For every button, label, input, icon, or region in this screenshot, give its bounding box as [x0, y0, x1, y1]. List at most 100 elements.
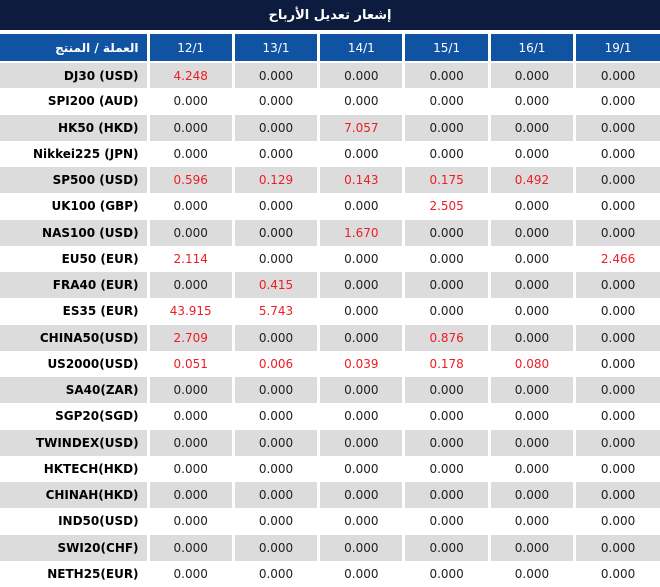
product-cell: NAS100 (USD) [0, 219, 149, 246]
product-cell: Nikkei225 (JPN) [0, 140, 149, 167]
product-cell: DJ30 (USD) [0, 62, 149, 89]
product-cell: UK100 (GBP) [0, 193, 149, 220]
value-cell: 0.000 [487, 482, 575, 509]
table-row: TWINDEX(USD) 0.000 0.000 0.000 0.000 0.000 0.0… [0, 429, 660, 456]
value-cell: 7.057 [317, 114, 404, 141]
value-cell: 0.129 [231, 167, 319, 194]
value-cell: 0.000 [573, 560, 660, 587]
value-cell: 0.000 [231, 88, 319, 115]
value-cell: 0.000 [573, 350, 660, 377]
table-row: FRA40 (EUR) 0.000 0.415 0.000 0.000 0.000 0.00… [0, 272, 660, 299]
value-cell: 0.000 [573, 324, 660, 351]
value-cell: 0.000 [146, 219, 234, 246]
value-cell: 0.000 [317, 560, 404, 587]
value-cell: 0.143 [317, 167, 404, 194]
value-cell: 0.000 [402, 377, 490, 404]
value-cell: 0.000 [146, 534, 234, 561]
value-cell: 0.000 [487, 62, 575, 89]
value-cell: 0.000 [231, 140, 319, 167]
value-cell: 0.000 [487, 193, 575, 220]
table-row: SPI200 (AUD) 0.000 0.000 0.000 0.000 0.000 0.0… [0, 88, 660, 115]
value-cell: 0.000 [402, 219, 490, 246]
product-cell: HK50 (HKD) [0, 114, 149, 141]
value-cell: 0.000 [231, 482, 319, 509]
value-cell: 0.000 [146, 140, 234, 167]
value-cell: 0.000 [317, 534, 404, 561]
value-cell: 0.000 [487, 377, 575, 404]
value-cell: 0.000 [402, 534, 490, 561]
value-cell: 0.000 [573, 140, 660, 167]
value-cell: 2.114 [146, 245, 234, 272]
product-cell: FRA40 (EUR) [0, 272, 149, 299]
date-column-header: 19/1 [573, 34, 660, 63]
value-cell: 0.000 [402, 298, 490, 325]
value-cell: 0.000 [231, 114, 319, 141]
product-cell: EU50 (EUR) [0, 245, 149, 272]
value-cell: 0.000 [146, 482, 234, 509]
value-cell: 0.000 [573, 114, 660, 141]
table-body: DJ30 (USD) 4.248 0.000 0.000 0.000 0.000 0.000… [0, 62, 660, 587]
product-cell: CHINAH(HKD) [0, 482, 149, 509]
table-row: Nikkei225 (JPN) 0.000 0.000 0.000 0.000 0.000… [0, 140, 660, 167]
value-cell: 0.492 [487, 167, 575, 194]
table-row: SP500 (USD) 0.596 0.129 0.143 0.175 0.492 0.00… [0, 167, 660, 194]
date-column-header: 15/1 [402, 34, 490, 63]
value-cell: 0.000 [573, 193, 660, 220]
value-cell: 0.000 [146, 455, 234, 482]
value-cell: 0.000 [146, 377, 234, 404]
value-cell: 0.000 [573, 508, 660, 535]
value-cell: 2.709 [146, 324, 234, 351]
value-cell: 0.000 [317, 403, 404, 430]
value-cell: 0.000 [487, 298, 575, 325]
product-cell: SGP20(SGD) [0, 403, 149, 430]
value-cell: 0.000 [487, 455, 575, 482]
value-cell: 0.000 [317, 88, 404, 115]
value-cell: 0.000 [146, 560, 234, 587]
value-cell: 0.000 [573, 62, 660, 89]
value-cell: 0.000 [487, 88, 575, 115]
date-column-header: 13/1 [231, 34, 319, 63]
value-cell: 0.000 [487, 272, 575, 299]
value-cell: 0.000 [317, 324, 404, 351]
value-cell: 0.000 [402, 508, 490, 535]
value-cell: 43.915 [146, 298, 234, 325]
value-cell: 0.000 [231, 62, 319, 89]
table-row: IND50(USD) 0.000 0.000 0.000 0.000 0.000 0.000 [0, 508, 660, 535]
value-cell: 0.178 [402, 350, 490, 377]
value-cell: 0.000 [317, 62, 404, 89]
value-cell: 0.000 [573, 403, 660, 430]
value-cell: 0.000 [573, 88, 660, 115]
value-cell: 0.000 [317, 298, 404, 325]
value-cell: 0.000 [146, 272, 234, 299]
value-cell: 0.000 [231, 534, 319, 561]
date-column-header: 16/1 [487, 34, 575, 63]
table-row: SA40(ZAR) 0.000 0.000 0.000 0.000 0.000 0.000 [0, 377, 660, 404]
table-row: SGP20(SGD) 0.000 0.000 0.000 0.000 0.000 0.000 [0, 403, 660, 430]
value-cell: 0.000 [317, 245, 404, 272]
value-cell: 0.000 [402, 429, 490, 456]
value-cell: 0.000 [231, 324, 319, 351]
table-row: DJ30 (USD) 4.248 0.000 0.000 0.000 0.000 0.000 [0, 62, 660, 89]
value-cell: 0.000 [231, 193, 319, 220]
value-cell: 0.051 [146, 350, 234, 377]
value-cell: 5.743 [231, 298, 319, 325]
title-bar: إشعار تعديل الأرباح [0, 0, 660, 30]
value-cell: 0.000 [146, 403, 234, 430]
table-row: UK100 (GBP) 0.000 0.000 0.000 2.505 0.000 0.00… [0, 193, 660, 220]
value-cell: 0.000 [231, 508, 319, 535]
value-cell: 0.000 [573, 272, 660, 299]
product-cell: NETH25(EUR) [0, 560, 149, 587]
table-row: ES35 (EUR) 43.915 5.743 0.000 0.000 0.000 0.00… [0, 298, 660, 325]
adjustments-table: العملة / المنتج 12/1 13/1 14/1 15/1 16/1 19/1… [0, 34, 660, 587]
value-cell: 0.000 [402, 272, 490, 299]
value-cell: 0.000 [146, 193, 234, 220]
table-row: SWI20(CHF) 0.000 0.000 0.000 0.000 0.000 0.000 [0, 534, 660, 561]
page-title: إشعار تعديل الأرباح [268, 7, 392, 23]
value-cell: 0.000 [146, 429, 234, 456]
value-cell: 0.000 [487, 245, 575, 272]
value-cell: 1.670 [317, 219, 404, 246]
value-cell: 0.000 [487, 114, 575, 141]
table-row: NAS100 (USD) 0.000 0.000 1.670 0.000 0.000 0.0… [0, 219, 660, 246]
value-cell: 0.000 [402, 482, 490, 509]
value-cell: 0.000 [231, 455, 319, 482]
